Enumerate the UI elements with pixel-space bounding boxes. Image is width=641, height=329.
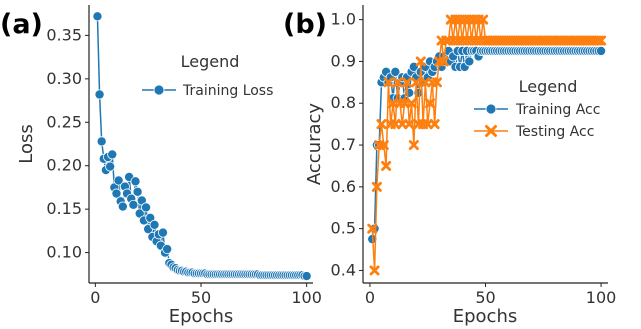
acc-data-point-x xyxy=(422,119,433,130)
loss-data-point xyxy=(128,199,139,210)
loss-data-point xyxy=(111,188,122,199)
acc-data-point xyxy=(390,66,401,77)
loss-data-point xyxy=(132,186,143,197)
loss-data-point xyxy=(130,176,141,187)
acc-series-line-1 xyxy=(371,18,602,272)
acc-data-point-x xyxy=(369,265,380,276)
loss-y-tick-label: 0.30 xyxy=(46,69,82,88)
loss-y-axis-label: Loss xyxy=(16,124,37,163)
panel-a-label: (a) xyxy=(0,9,43,40)
acc-x-axis-label: Epochs xyxy=(453,306,518,327)
loss-y-tick-label: 0.25 xyxy=(46,112,82,131)
acc-data-point-x xyxy=(404,119,415,130)
acc-data-point-x xyxy=(392,77,403,88)
acc-data-point-x xyxy=(399,98,410,109)
acc-data-point-x xyxy=(367,223,378,234)
panel-b: (b) 0 50 100 0.4 0.5 0.6 0.7 0.8 0.9 1.0 Epochs A… xyxy=(283,5,616,327)
panel-a: (a) 0 50 100 0.10 0.15 0.20 0.25 0.30 0.35 Epoch… xyxy=(0,5,322,327)
acc-data-point-x xyxy=(593,35,604,46)
loss-data-point xyxy=(149,219,160,230)
acc-y-tick-label: 0.6 xyxy=(331,177,356,196)
acc-data-point-x xyxy=(388,98,399,109)
loss-legend-entry: Training Loss xyxy=(182,83,273,99)
acc-data-point-x xyxy=(478,14,489,25)
loss-data-point xyxy=(96,136,107,147)
acc-data-point xyxy=(464,56,475,67)
panel-b-label: (b) xyxy=(283,9,327,40)
acc-data-point-x xyxy=(420,77,431,88)
acc-data-point-x xyxy=(381,160,392,171)
acc-y-tick-label: 0.7 xyxy=(331,135,356,154)
loss-data-point xyxy=(162,244,173,255)
acc-x-tick-label: 50 xyxy=(475,288,495,307)
acc-data-point-x xyxy=(438,56,449,67)
acc-y-tick-label: 0.4 xyxy=(331,260,356,279)
loss-y-tick-label: 0.20 xyxy=(46,156,82,175)
acc-data-point-x xyxy=(415,56,426,67)
acc-legend-title: Legend xyxy=(519,77,578,96)
acc-y-tick-label: 0.9 xyxy=(331,51,356,70)
acc-data-point-x xyxy=(378,140,389,151)
accuracy-plot: 0 50 100 0.4 0.5 0.6 0.7 0.8 0.9 1.0 xyxy=(331,10,617,307)
acc-data-point-x xyxy=(406,98,417,109)
acc-legend-marker-training xyxy=(485,103,497,115)
acc-data-point-x xyxy=(390,119,401,130)
loss-y-tick-label: 0.10 xyxy=(46,243,82,262)
acc-data-point-x xyxy=(376,119,387,130)
acc-y-tick-label: 0.8 xyxy=(331,93,356,112)
acc-data-point-x xyxy=(411,77,422,88)
loss-data-point xyxy=(94,89,105,100)
acc-data-point-x xyxy=(425,98,436,109)
loss-data-point xyxy=(92,11,103,22)
loss-data-point xyxy=(113,175,124,186)
acc-y-axis-label: Accuracy xyxy=(304,103,325,186)
loss-legend-marker xyxy=(153,84,165,96)
acc-data-point-x xyxy=(401,77,412,88)
acc-legend-marker-testing xyxy=(485,125,497,137)
loss-data-point xyxy=(105,161,116,172)
loss-y-tick-label: 0.35 xyxy=(46,25,82,44)
acc-data-point-x xyxy=(371,181,382,192)
acc-y-tick-label: 1.0 xyxy=(331,10,356,29)
acc-legend-entry-testing: Testing Acc xyxy=(515,124,594,140)
loss-x-tick-label: 0 xyxy=(90,288,100,307)
acc-data-point-x xyxy=(408,140,419,151)
loss-x-tick-label: 50 xyxy=(191,288,211,307)
loss-data-point xyxy=(301,271,312,282)
loss-plot: 0 50 100 0.10 0.15 0.20 0.25 0.30 0.35 xyxy=(46,11,322,307)
loss-data-point xyxy=(117,201,128,212)
loss-legend-title: Legend xyxy=(181,52,240,71)
loss-data-point xyxy=(141,202,152,213)
loss-data-point xyxy=(107,149,118,160)
acc-data-point-x xyxy=(431,77,442,88)
acc-x-tick-label: 100 xyxy=(586,288,617,307)
loss-legend: Legend Training Loss xyxy=(142,52,273,99)
loss-y-tick-label: 0.15 xyxy=(46,199,82,218)
acc-data-point-x xyxy=(441,35,452,46)
acc-legend: Legend Training Acc Testing Acc xyxy=(474,77,600,140)
acc-data-point-x xyxy=(429,119,440,130)
acc-data-point xyxy=(596,45,607,56)
loss-data-point xyxy=(157,227,168,238)
acc-y-tick-label: 0.5 xyxy=(331,219,356,238)
acc-data-point-x xyxy=(397,119,408,130)
acc-legend-entry-training: Training Acc xyxy=(515,102,600,118)
loss-x-axis-label: Epochs xyxy=(169,306,234,327)
acc-x-tick-label: 0 xyxy=(365,288,375,307)
loss-x-tick-label: 100 xyxy=(291,288,322,307)
acc-data-point-x xyxy=(383,77,394,88)
acc-data-point-x xyxy=(596,35,607,46)
